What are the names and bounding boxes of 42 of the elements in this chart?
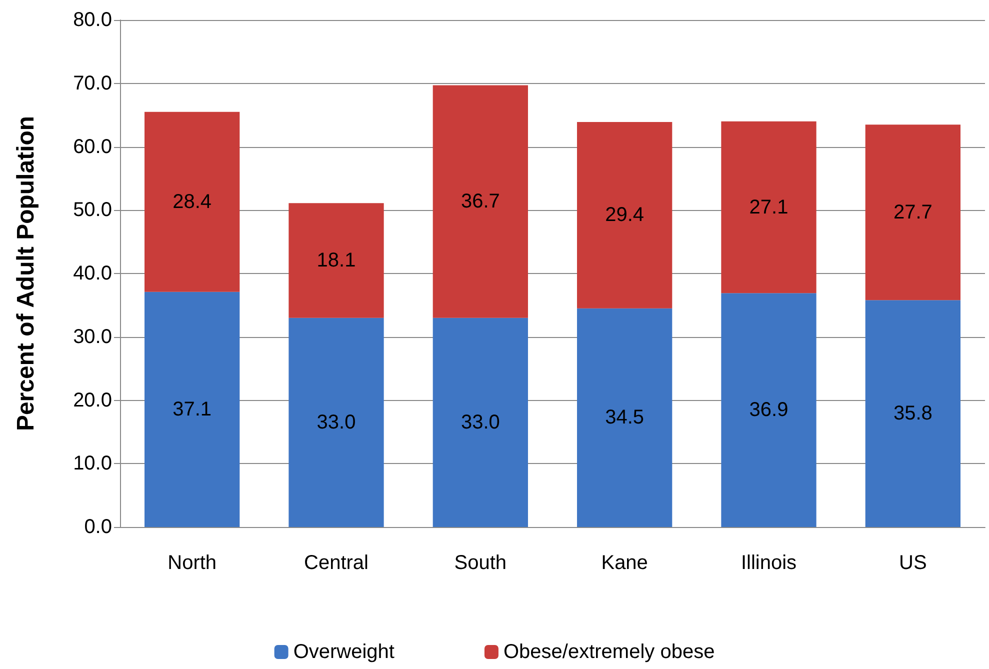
- y-tick-label: 10.0: [73, 452, 112, 475]
- x-tick-label: Kane: [601, 552, 648, 574]
- bar: [721, 293, 816, 527]
- y-tick-label: 30.0: [73, 326, 112, 348]
- bar: [144, 292, 240, 527]
- data-label: 27.1: [749, 196, 788, 218]
- x-tick-label: US: [899, 552, 927, 574]
- x-tick-label: North: [168, 552, 217, 574]
- legend-label: Obese/extremely obese: [503, 641, 715, 663]
- bar: [432, 318, 528, 527]
- data-label: 34.5: [605, 406, 644, 429]
- y-tick-label: 70.0: [73, 72, 112, 94]
- data-label: 33.0: [316, 411, 356, 434]
- data-label: 29.4: [605, 204, 644, 226]
- y-tick-label: 20.0: [73, 389, 112, 412]
- y-tick-label: 80.0: [73, 9, 112, 31]
- data-label: 18.1: [316, 250, 356, 272]
- bar: [288, 318, 384, 527]
- bar: [865, 124, 960, 300]
- data-label: 37.1: [172, 398, 212, 420]
- x-tick-label: Illinois: [740, 552, 797, 574]
- legend-label: Overweight: [293, 641, 395, 663]
- y-tick-label: 40.0: [73, 262, 112, 284]
- x-tick-label: Central: [304, 552, 368, 574]
- data-label: 27.7: [893, 201, 932, 224]
- bar: [577, 308, 672, 527]
- bar: [577, 122, 672, 308]
- y-tick-label: 60.0: [73, 136, 112, 158]
- data-label: 36.9: [749, 399, 788, 422]
- y-tick-label: 0.0: [84, 516, 112, 538]
- bar: [721, 121, 816, 294]
- data-label: 28.4: [172, 190, 212, 213]
- bar: [288, 203, 384, 318]
- x-tick-label: South: [454, 552, 507, 574]
- y-tick-label: 50.0: [73, 199, 112, 222]
- data-label: 36.7: [460, 190, 500, 213]
- bar: [865, 300, 960, 527]
- bar: [432, 85, 528, 318]
- data-label: 35.8: [893, 402, 932, 425]
- y-axis-title: Percent of Adult Population: [12, 116, 40, 432]
- data-label: 33.0: [460, 411, 500, 434]
- bar: [144, 112, 240, 292]
